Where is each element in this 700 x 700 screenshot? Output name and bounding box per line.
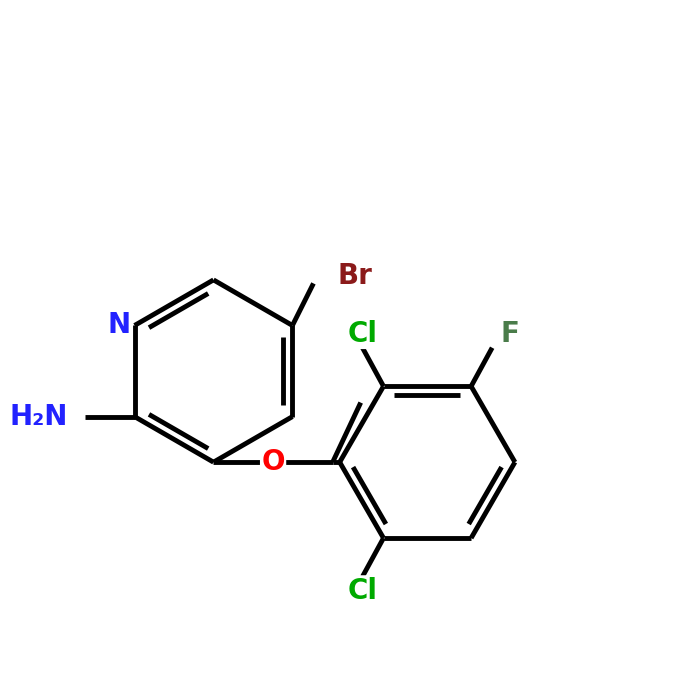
Text: N: N — [108, 312, 131, 340]
Text: Cl: Cl — [347, 320, 377, 348]
Text: Cl: Cl — [347, 577, 377, 605]
Text: F: F — [500, 320, 519, 348]
Text: O: O — [261, 448, 285, 476]
Text: H₂N: H₂N — [10, 402, 68, 430]
Text: Br: Br — [338, 262, 373, 290]
